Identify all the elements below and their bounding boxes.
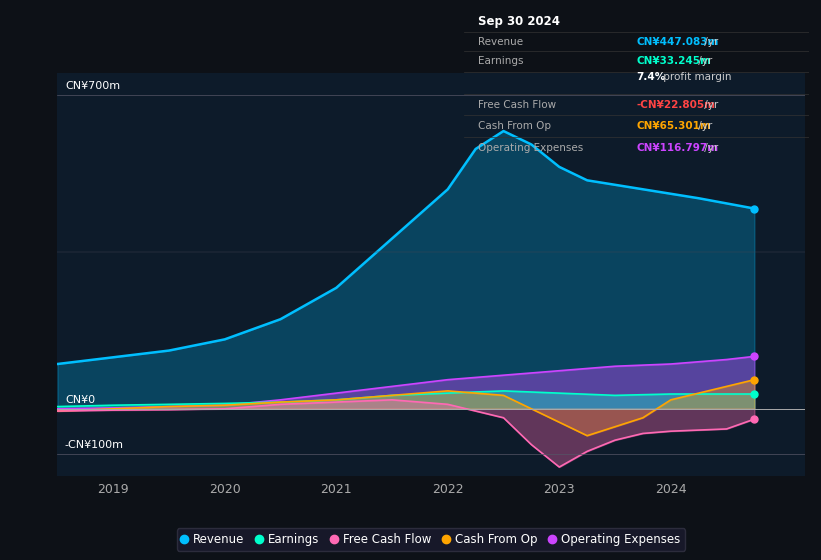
Text: CN¥0: CN¥0 [65, 395, 95, 405]
Text: /yr: /yr [701, 143, 718, 153]
Text: -CN¥100m: -CN¥100m [65, 440, 124, 450]
Text: Earnings: Earnings [478, 56, 523, 66]
Text: /yr: /yr [695, 56, 712, 66]
Text: Revenue: Revenue [478, 36, 523, 46]
Text: Sep 30 2024: Sep 30 2024 [478, 15, 560, 28]
Legend: Revenue, Earnings, Free Cash Flow, Cash From Op, Operating Expenses: Revenue, Earnings, Free Cash Flow, Cash … [177, 528, 686, 550]
Text: CN¥33.245m: CN¥33.245m [636, 56, 711, 66]
Text: Operating Expenses: Operating Expenses [478, 143, 583, 153]
Text: CN¥700m: CN¥700m [65, 81, 120, 91]
Text: /yr: /yr [701, 100, 718, 110]
Text: profit margin: profit margin [660, 72, 732, 82]
Text: -CN¥22.805m: -CN¥22.805m [636, 100, 715, 110]
Text: CN¥447.083m: CN¥447.083m [636, 36, 718, 46]
Text: /yr: /yr [695, 121, 712, 131]
Text: Free Cash Flow: Free Cash Flow [478, 100, 556, 110]
Text: CN¥116.797m: CN¥116.797m [636, 143, 718, 153]
Text: CN¥65.301m: CN¥65.301m [636, 121, 711, 131]
Text: /yr: /yr [701, 36, 718, 46]
Text: 7.4%: 7.4% [636, 72, 666, 82]
Text: Cash From Op: Cash From Op [478, 121, 551, 131]
